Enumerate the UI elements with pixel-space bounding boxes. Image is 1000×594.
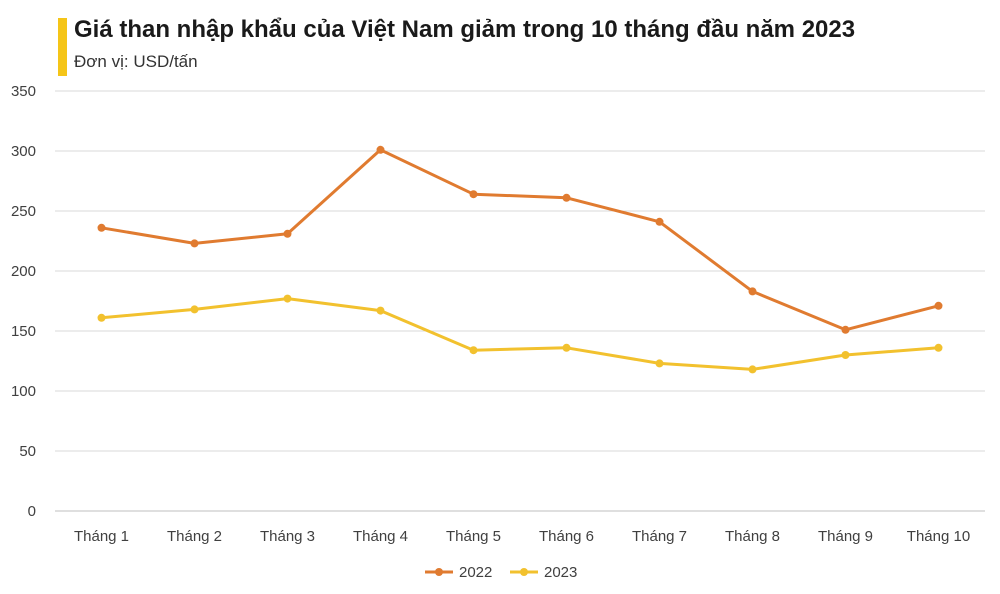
x-tick-label: Tháng 10 <box>907 528 970 545</box>
y-tick-label: 50 <box>19 443 36 460</box>
legend-label-2023: 2023 <box>544 564 577 581</box>
x-tick-label: Tháng 5 <box>446 528 501 545</box>
x-tick-label: Tháng 7 <box>632 528 687 545</box>
data-point-2023 <box>655 359 664 368</box>
series-line-2022 <box>100 148 940 332</box>
data-point-2022 <box>655 217 664 226</box>
data-point-2022 <box>562 193 571 202</box>
chart-title: Giá than nhập khẩu của Việt Nam giảm tro… <box>74 16 856 43</box>
y-tick-label: 100 <box>11 383 36 400</box>
data-point-2023 <box>469 346 478 355</box>
y-tick-label: 250 <box>11 203 36 220</box>
data-point-2023 <box>376 306 385 315</box>
data-point-2022 <box>841 325 850 334</box>
y-tick-label: 350 <box>11 83 36 100</box>
y-tick-label: 200 <box>11 263 36 280</box>
data-point-2023 <box>283 294 292 303</box>
data-point-2022 <box>748 287 757 296</box>
x-tick-label: Tháng 1 <box>74 528 129 545</box>
data-point-2023 <box>934 343 943 352</box>
data-point-2022 <box>469 190 478 199</box>
legend-marker-2023 <box>520 568 528 576</box>
chart-subtitle: Đơn vị: USD/tấn <box>74 52 198 71</box>
series-line-2023 <box>100 297 940 371</box>
y-tick-label: 150 <box>11 323 36 340</box>
data-point-2023 <box>841 351 850 359</box>
data-point-2023 <box>748 365 757 374</box>
x-tick-label: Tháng 8 <box>725 528 780 545</box>
data-point-2022 <box>934 301 943 310</box>
legend-marker-2022 <box>435 568 443 576</box>
x-tick-label: Tháng 2 <box>167 528 222 545</box>
legend-label-2022: 2022 <box>459 564 492 581</box>
data-point-2022 <box>190 239 199 248</box>
data-point-2022 <box>283 229 292 238</box>
x-tick-label: Tháng 6 <box>539 528 594 545</box>
x-tick-label: Tháng 9 <box>818 528 873 545</box>
title-accent-bar <box>58 18 67 76</box>
data-point-2023 <box>97 313 106 322</box>
data-point-2022 <box>376 145 385 154</box>
y-tick-label: 0 <box>28 503 36 520</box>
data-point-2023 <box>190 305 199 314</box>
data-point-2023 <box>562 343 571 352</box>
y-tick-label: 300 <box>11 143 36 160</box>
data-point-2022 <box>97 223 106 232</box>
x-tick-label: Tháng 3 <box>260 528 315 545</box>
x-tick-label: Tháng 4 <box>353 528 408 545</box>
